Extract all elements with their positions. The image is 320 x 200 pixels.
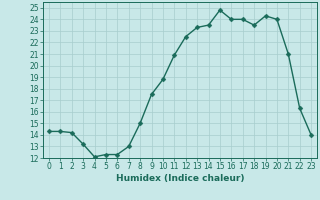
X-axis label: Humidex (Indice chaleur): Humidex (Indice chaleur): [116, 174, 244, 183]
